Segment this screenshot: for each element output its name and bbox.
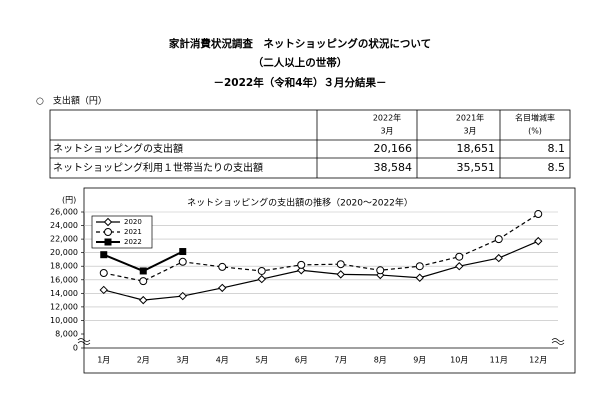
column-header: 2022年 bbox=[373, 113, 401, 123]
x-tick-label: 4月 bbox=[216, 356, 229, 365]
period: －2022年（令和4年）３月分結果－ bbox=[213, 76, 386, 89]
cell: 35,551 bbox=[457, 161, 496, 174]
subtitle: （二人以上の世帯） bbox=[253, 56, 348, 69]
x-tick-label: 9月 bbox=[413, 356, 426, 365]
marker bbox=[297, 266, 306, 275]
x-tick-label: 3月 bbox=[176, 356, 189, 365]
y-tick-label: 24,000 bbox=[50, 221, 78, 230]
column-header: (%) bbox=[528, 127, 542, 136]
y-tick-label: 26,000 bbox=[50, 208, 78, 217]
marker bbox=[139, 295, 148, 305]
x-tick-label: 1月 bbox=[97, 356, 110, 365]
column-header: 名目増減率 bbox=[515, 113, 555, 123]
x-tick-label: 12月 bbox=[529, 356, 547, 365]
axis-break bbox=[77, 338, 91, 345]
row-label: ネットショッピング利用１世帯当たりの支出額 bbox=[53, 161, 263, 174]
table bbox=[49, 109, 571, 179]
marker bbox=[455, 262, 464, 271]
marker bbox=[455, 252, 464, 261]
legend-label: 2021 bbox=[124, 228, 142, 236]
marker bbox=[534, 236, 543, 246]
marker bbox=[218, 262, 227, 271]
x-tick-label: 11月 bbox=[490, 356, 508, 365]
cell: 8.1 bbox=[548, 142, 566, 155]
marker bbox=[100, 251, 108, 259]
row-label: ネットショッピングの支出額 bbox=[53, 142, 183, 155]
marker bbox=[178, 291, 187, 301]
legend-box bbox=[91, 215, 153, 249]
x-tick-label: 7月 bbox=[334, 356, 347, 365]
column-header: 3月 bbox=[463, 127, 476, 136]
x-tick-label: 5月 bbox=[255, 356, 268, 365]
column-header: 3月 bbox=[380, 127, 393, 136]
chart-frame bbox=[83, 187, 576, 374]
marker bbox=[99, 269, 108, 277]
cell: 20,166 bbox=[374, 142, 413, 155]
legend-marker bbox=[103, 217, 113, 227]
marker bbox=[257, 274, 266, 284]
column-header: 2021年 bbox=[456, 113, 484, 123]
chart-title: ネットショッピングの支出額の推移（2020～2022年） bbox=[187, 197, 413, 209]
legend-marker bbox=[104, 238, 112, 246]
section-label: ○ 支出額（円） bbox=[36, 95, 107, 107]
y-tick-label: 16,000 bbox=[50, 275, 78, 284]
cell: 18,651 bbox=[457, 142, 496, 155]
x-tick-label: 2月 bbox=[137, 356, 150, 365]
title: 家計消費状況調査 ネットショッピングの状況について bbox=[169, 37, 431, 50]
x-tick-label: 10月 bbox=[450, 356, 468, 365]
marker bbox=[494, 253, 503, 263]
marker bbox=[336, 260, 345, 269]
axis-break bbox=[551, 338, 565, 345]
marker bbox=[494, 235, 503, 244]
y-tick-label: 14,000 bbox=[50, 289, 78, 298]
marker bbox=[297, 260, 306, 269]
marker bbox=[336, 270, 345, 279]
y-tick-label: 8,000 bbox=[55, 330, 78, 339]
legend-label: 2022 bbox=[124, 238, 142, 246]
marker bbox=[415, 273, 424, 282]
x-tick-label: 6月 bbox=[295, 356, 308, 365]
y-tick-label: 10,000 bbox=[50, 316, 78, 325]
marker bbox=[534, 210, 543, 219]
cell: 38,584 bbox=[374, 161, 413, 174]
marker bbox=[218, 283, 227, 293]
marker bbox=[99, 285, 108, 295]
marker bbox=[376, 270, 385, 280]
table-border bbox=[49, 109, 571, 179]
y-tick-label: 0 bbox=[73, 344, 78, 353]
series-line bbox=[103, 213, 539, 282]
x-tick-label: 8月 bbox=[374, 356, 387, 365]
legend-marker bbox=[104, 228, 112, 236]
marker bbox=[179, 248, 187, 256]
series-line bbox=[103, 240, 539, 301]
marker bbox=[139, 277, 148, 286]
y-unit: (円) bbox=[62, 196, 76, 205]
marker bbox=[139, 267, 147, 275]
marker bbox=[178, 257, 187, 266]
marker bbox=[376, 266, 385, 275]
y-tick-label: 22,000 bbox=[50, 235, 78, 244]
cell: 8.5 bbox=[548, 161, 566, 174]
marker bbox=[257, 266, 266, 275]
legend-label: 2020 bbox=[124, 218, 142, 226]
marker bbox=[415, 262, 424, 271]
y-tick-label: 12,000 bbox=[50, 302, 78, 311]
y-tick-label: 18,000 bbox=[50, 262, 78, 271]
y-tick-label: 20,000 bbox=[50, 248, 78, 257]
